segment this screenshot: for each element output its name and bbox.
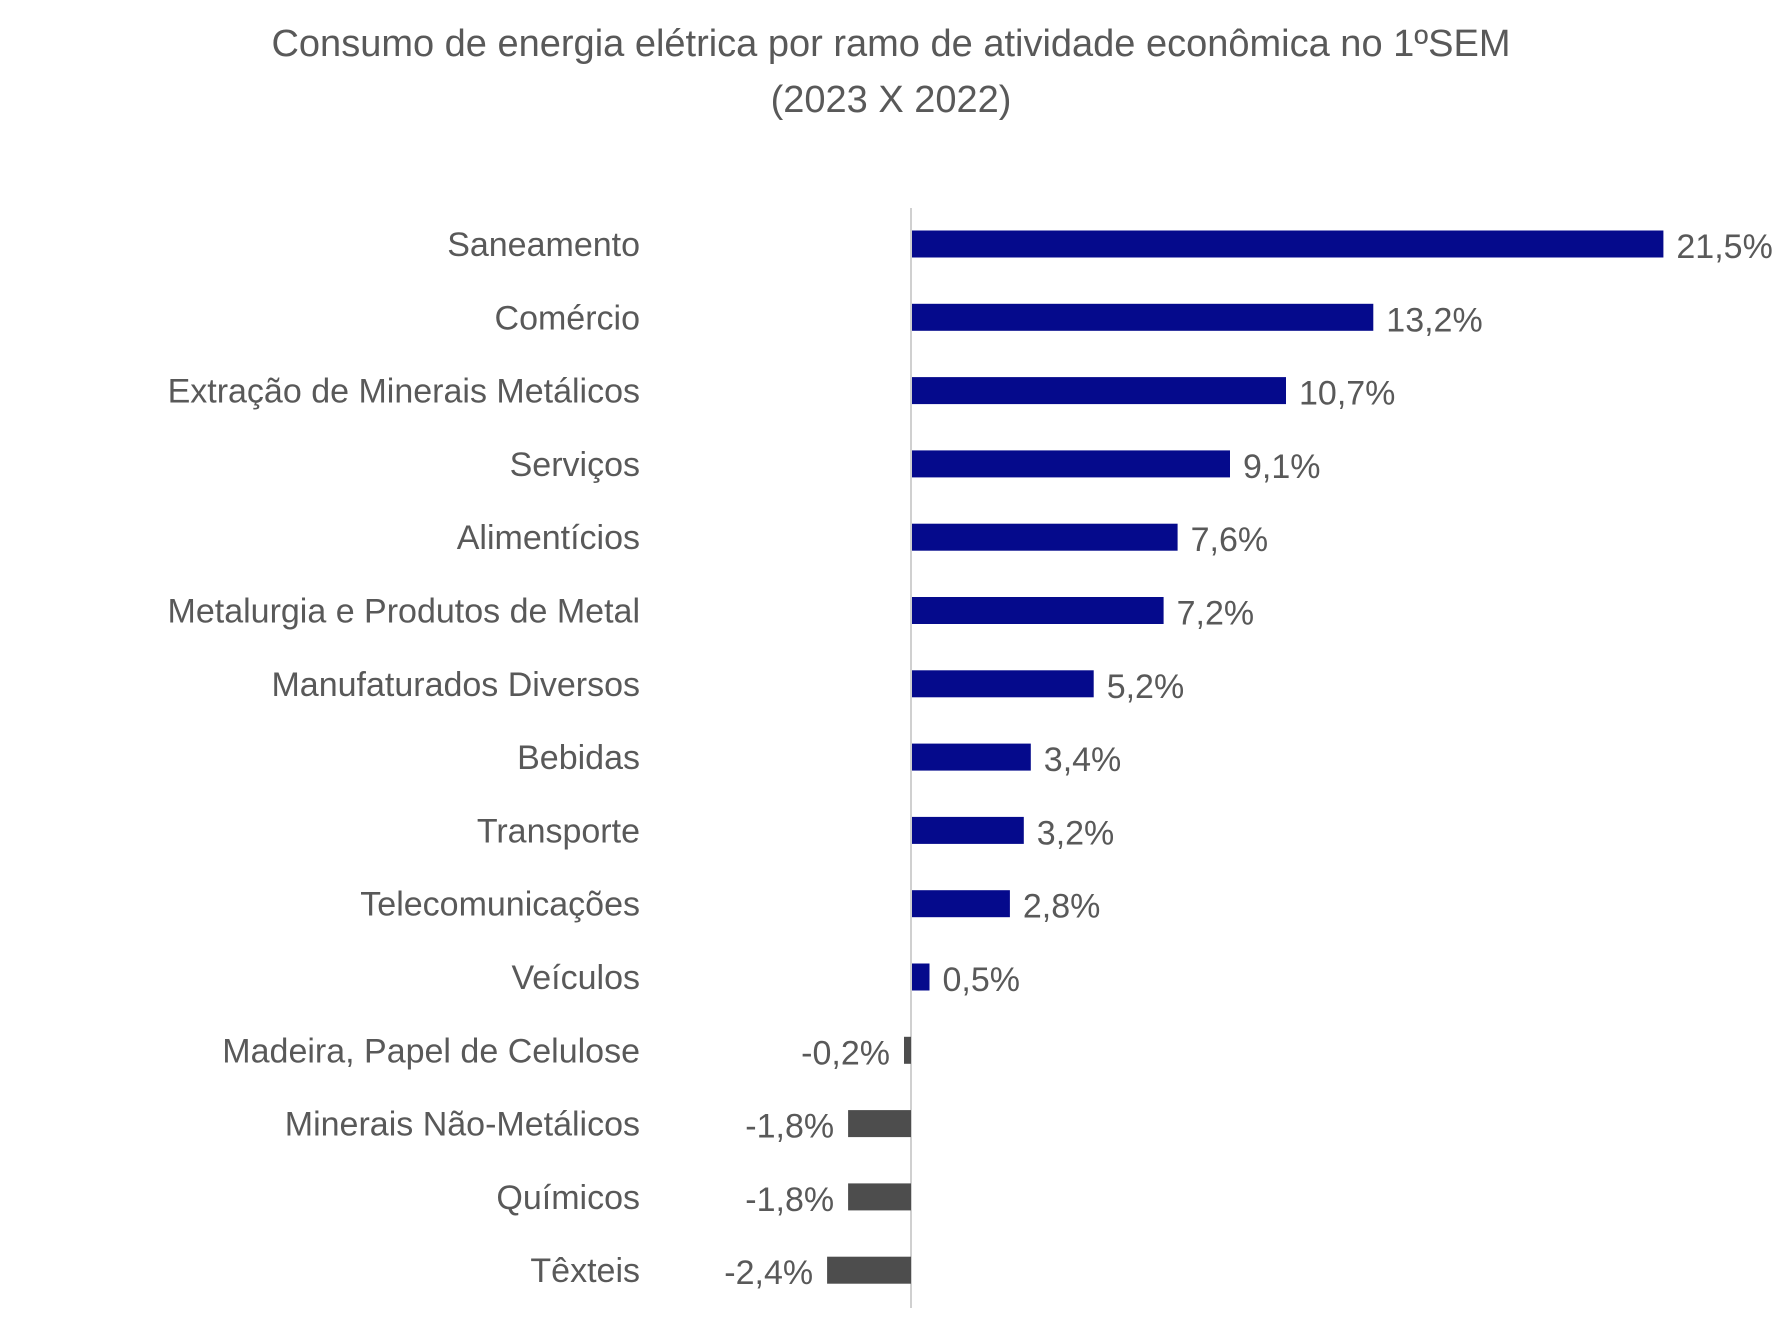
category-label: Alimentícios (457, 519, 640, 557)
bar (912, 450, 1230, 478)
category-label: Manufaturados Diversos (271, 666, 640, 704)
data-label: 7,6% (1191, 521, 1269, 559)
bar (912, 816, 1024, 844)
data-label: 21,5% (1676, 228, 1772, 266)
data-label: 7,2% (1177, 595, 1255, 633)
bar (912, 523, 1178, 551)
data-label: 5,2% (1107, 668, 1185, 706)
bar (912, 890, 1010, 918)
data-label: 10,7% (1299, 375, 1395, 413)
category-label: Metalurgia e Produtos de Metal (168, 593, 640, 631)
chart-subtitle: (2023 X 2022) (770, 79, 1012, 121)
bar (912, 377, 1286, 405)
bar (912, 743, 1031, 771)
data-label: 13,2% (1386, 301, 1482, 339)
bar (912, 303, 1374, 331)
data-label: 9,1% (1243, 448, 1321, 486)
bar (827, 1256, 911, 1284)
data-label: 3,2% (1037, 814, 1115, 852)
bar (912, 597, 1164, 624)
data-label: 2,8% (1023, 888, 1101, 926)
category-label: Têxteis (530, 1252, 640, 1290)
bar (912, 670, 1094, 698)
category-label: Serviços (510, 446, 640, 484)
bar (912, 963, 930, 991)
category-label: Químicos (496, 1179, 640, 1217)
category-label: Minerais Não-Metálicos (285, 1106, 640, 1144)
category-label: Madeira, Papel de Celulose (222, 1032, 640, 1070)
data-label: -1,8% (745, 1108, 834, 1146)
data-label: -1,8% (745, 1181, 834, 1219)
category-label: Transporte (477, 812, 640, 850)
category-label: Comércio (495, 299, 640, 337)
data-label: -2,4% (724, 1254, 813, 1292)
bar (848, 1183, 911, 1211)
category-label: Extração de Minerais Metálicos (168, 373, 640, 411)
category-label: Saneamento (447, 226, 640, 264)
data-label: 0,5% (943, 961, 1021, 999)
category-label: Telecomunicações (360, 886, 640, 924)
data-label: -0,2% (801, 1034, 890, 1072)
data-label: 3,4% (1044, 741, 1122, 779)
bar (848, 1110, 911, 1138)
category-label: Veículos (511, 959, 640, 997)
category-label: Bebidas (517, 739, 640, 777)
bar (904, 1036, 911, 1064)
bar (912, 230, 1664, 258)
chart-title: Consumo de energia elétrica por ramo de … (271, 23, 1511, 65)
